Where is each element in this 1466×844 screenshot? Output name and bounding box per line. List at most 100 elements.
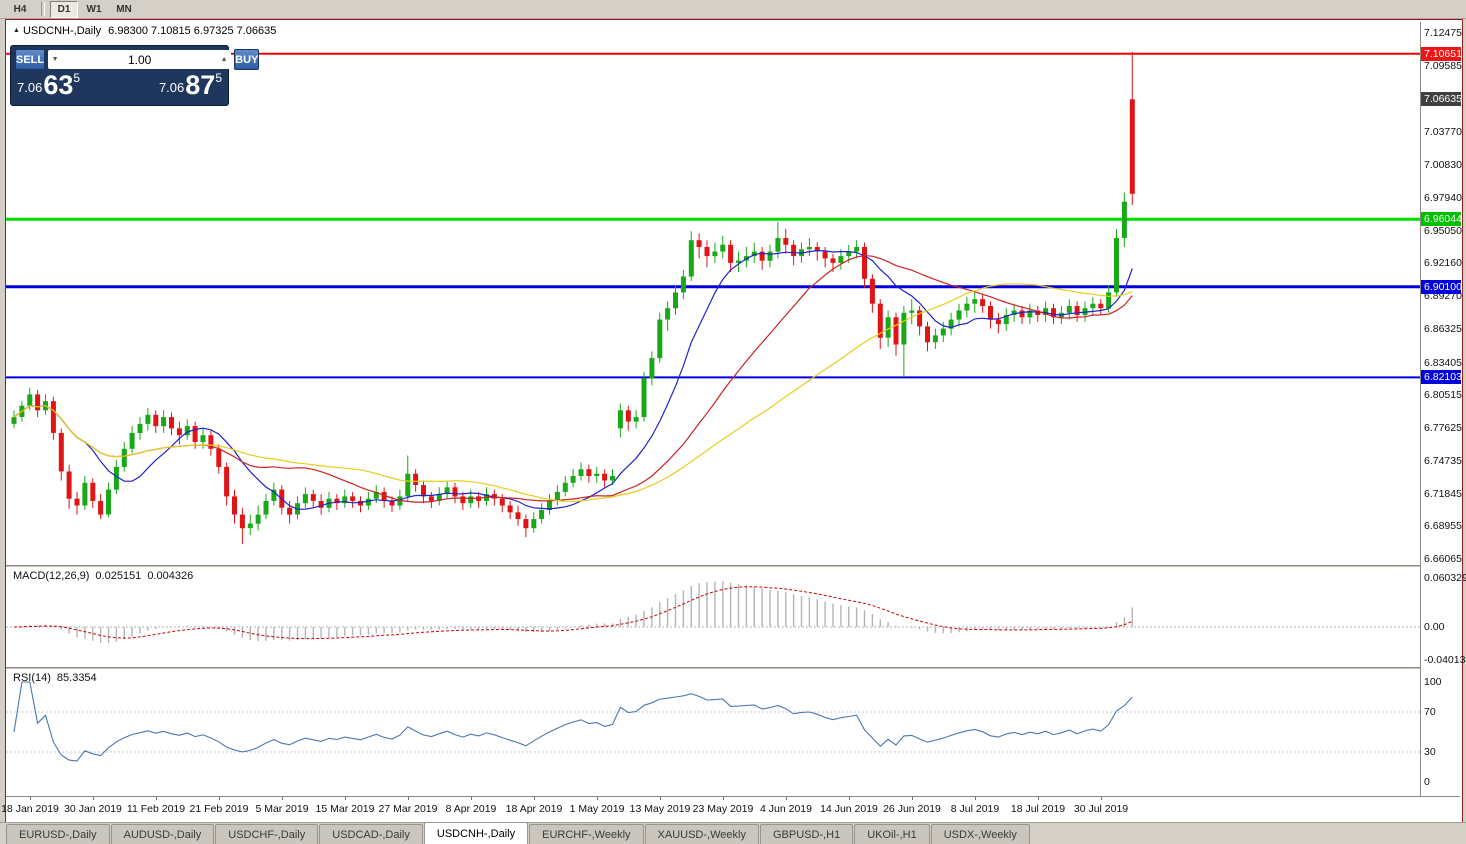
- price-axis[interactable]: 7.12475 7.09585 7.03770 7.00830 6.97940 6.950…: [1420, 22, 1466, 796]
- expand-icon[interactable]: ▲: [13, 27, 20, 34]
- one-click-trading-panel: SELL ▼ ▲ BUY 7.06 63 5 7.06 87 5: [10, 45, 260, 106]
- volume-field: ▼ ▲: [48, 50, 232, 69]
- sell-price-prefix: 7.06: [17, 80, 43, 95]
- rsi-axis-label: 100: [1424, 676, 1442, 688]
- macd-signal-line: [13, 586, 1133, 640]
- price-axis-label: 6.80515: [1424, 389, 1462, 402]
- date-axis-label: 5 Mar 2019: [255, 803, 309, 815]
- chart-tab-eurusd-daily[interactable]: EURUSD-,Daily: [6, 824, 110, 844]
- rsi-indicator-label: RSI(14) 85.3354: [13, 672, 103, 684]
- rsi-panel-canvas[interactable]: [6, 669, 1420, 796]
- chart-tab-usdx-weekly[interactable]: USDX-,Weekly: [930, 824, 1030, 844]
- date-tick: [471, 797, 472, 800]
- timeframe-button-h4[interactable]: H4: [6, 0, 34, 18]
- chart-tab-eurchf-weekly[interactable]: EURCHF-,Weekly: [529, 824, 644, 844]
- panel-splitter[interactable]: [6, 565, 1460, 567]
- price-axis-label: 6.92160: [1424, 257, 1462, 270]
- panel-splitter[interactable]: [6, 667, 1460, 669]
- main-chart-canvas[interactable]: [6, 22, 1420, 565]
- date-axis-label: 15 Mar 2019: [315, 803, 375, 815]
- price-axis-label: 7.03770: [1424, 125, 1462, 138]
- price-line-badge: 7.10651: [1421, 46, 1462, 61]
- date-tick: [408, 797, 409, 800]
- buy-price-prefix: 7.06: [158, 80, 185, 95]
- rsi-line: [13, 681, 1133, 762]
- buy-price-pipette: 5: [215, 71, 222, 85]
- price-line-badge: 7.06635: [1421, 92, 1462, 107]
- macd-histogram: [21, 581, 1134, 643]
- rsi-name: RSI(14): [13, 672, 51, 684]
- date-axis-label: 14 Jun 2019: [820, 803, 878, 815]
- date-tick: [849, 797, 850, 800]
- price-axis-label: 6.71845: [1424, 487, 1462, 500]
- price-axis-label: 7.09585: [1424, 59, 1462, 72]
- date-tick: [93, 797, 94, 800]
- chart-tab-usdcnh-daily[interactable]: USDCNH-,Daily: [423, 822, 529, 844]
- chart-tab-audusd-daily[interactable]: AUDUSD-,Daily: [110, 824, 215, 844]
- price-axis-label: 7.00830: [1424, 159, 1462, 172]
- macd-axis-label: -0.040135: [1424, 653, 1466, 666]
- macd-panel-canvas[interactable]: [6, 567, 1420, 667]
- date-tick: [1038, 797, 1039, 800]
- moving-average-lines: [13, 249, 1133, 510]
- macd-axis-label: 0.060329: [1424, 571, 1466, 584]
- date-tick: [1101, 797, 1102, 800]
- time-axis[interactable]: 18 Jan 2019 30 Jan 2019 11 Feb 2019 21 Feb …: [1, 796, 1460, 820]
- chart-tab-usdchf-daily[interactable]: USDCHF-,Daily: [215, 824, 319, 844]
- macd-signal-value: 0.004326: [147, 570, 194, 582]
- price-axis-label: 6.95050: [1424, 224, 1462, 237]
- date-axis-label: 23 May 2019: [692, 803, 754, 815]
- sell-price-pipette: 5: [73, 71, 81, 85]
- buy-button[interactable]: BUY: [234, 49, 260, 70]
- volume-increase-button[interactable]: ▲: [220, 56, 228, 63]
- date-axis-label: 30 Jan 2019: [64, 803, 122, 815]
- chart-tab-gbpusd-h1[interactable]: GBPUSD-,H1: [759, 824, 854, 844]
- macd-axis-label: 0.00: [1424, 621, 1445, 633]
- macd-name: MACD(12,26,9): [13, 570, 90, 582]
- rsi-value: 85.3354: [56, 672, 97, 684]
- date-axis-label: 8 Jul 2019: [950, 803, 1000, 815]
- date-axis-label: 18 Apr 2019: [505, 803, 563, 815]
- date-tick: [597, 797, 598, 800]
- chart-tab-usdcad-daily[interactable]: USDCAD-,Daily: [319, 824, 423, 844]
- rsi-axis-label: 30: [1424, 746, 1436, 758]
- date-axis-label: 18 Jan 2019: [1, 803, 59, 815]
- volume-decrease-button[interactable]: ▼: [51, 56, 59, 63]
- sell-price-main: 63: [43, 70, 74, 100]
- date-tick: [975, 797, 976, 800]
- date-axis-label: 21 Feb 2019: [189, 803, 249, 815]
- timeframe-toolbar: H4 D1 W1 MN: [0, 0, 1466, 19]
- price-axis-label: 6.83405: [1424, 356, 1462, 369]
- chart-tab-xauusd-weekly[interactable]: XAUUSD-,Weekly: [644, 824, 759, 844]
- timeframe-button-d1[interactable]: D1: [50, 0, 78, 18]
- chart-tab-ukoil-h1[interactable]: UKOil-,H1: [854, 824, 930, 844]
- date-axis-label: 1 May 2019: [569, 803, 625, 815]
- price-axis-label: 7.12475: [1424, 27, 1462, 40]
- price-axis-label: 6.86325: [1424, 323, 1462, 336]
- date-tick: [723, 797, 724, 800]
- chart-window: ▲ USDCNH-,Daily 6.98300 7.10815 6.97325 7.…: [1, 19, 1466, 823]
- toolbar-separator: [41, 2, 45, 16]
- price-line-badge: 6.82103: [1421, 370, 1462, 385]
- date-tick: [345, 797, 346, 800]
- price-axis-label: 6.97940: [1424, 191, 1462, 204]
- date-axis-label: 26 Jun 2019: [883, 803, 941, 815]
- timeframe-button-mn[interactable]: MN: [110, 0, 138, 18]
- date-tick: [156, 797, 157, 800]
- date-axis-label: 11 Feb 2019: [126, 803, 186, 815]
- date-tick: [534, 797, 535, 800]
- date-axis-label: 8 Apr 2019: [445, 803, 497, 815]
- chart-symbol-period: USDCNH-,Daily: [22, 25, 102, 37]
- volume-input[interactable]: [62, 51, 218, 68]
- price-line-badge: 6.96044: [1421, 212, 1462, 227]
- date-axis-label: 4 Jun 2019: [760, 803, 812, 815]
- price-line-badge: 6.90100: [1421, 279, 1462, 294]
- price-axis-label: 6.66065: [1424, 553, 1462, 566]
- date-tick: [786, 797, 787, 800]
- sell-button[interactable]: SELL: [15, 49, 46, 70]
- price-axis-label: 6.77625: [1424, 422, 1462, 435]
- timeframe-button-w1[interactable]: W1: [80, 0, 108, 18]
- rsi-axis-label: 70: [1424, 706, 1436, 718]
- date-axis-label: 30 Jul 2019: [1073, 803, 1129, 815]
